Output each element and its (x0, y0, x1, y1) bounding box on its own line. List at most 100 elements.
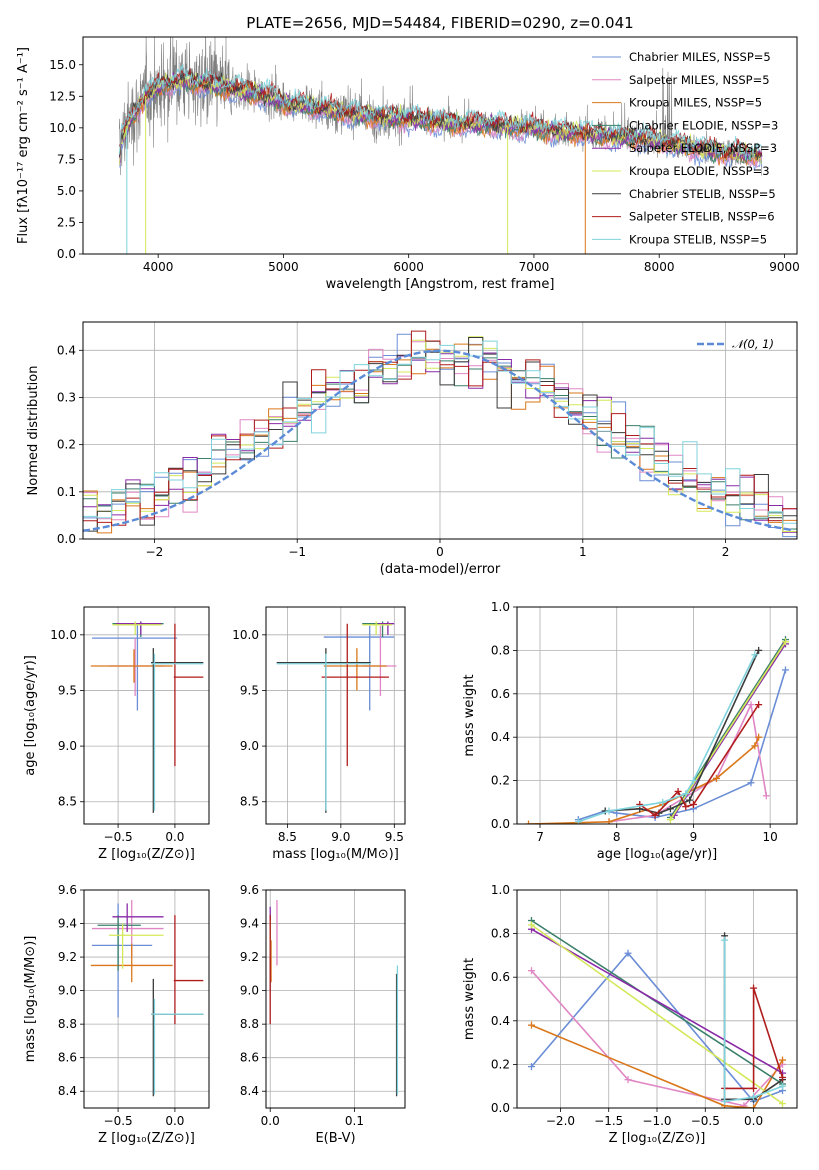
spectrum-plot-area (118, 37, 763, 254)
y-tick-label: 5.0 (57, 184, 76, 198)
series-line (639, 704, 760, 817)
x-axis-label: E(B-V) (315, 1131, 355, 1146)
y-axis-label: mass weight (462, 674, 477, 756)
x-tick-label: 0 (436, 545, 444, 559)
mass-EBV-frame (265, 889, 406, 1109)
y-tick-label: 9.4 (240, 917, 259, 931)
y-tick-label: 10.0 (49, 121, 76, 135)
age-mass-frame (265, 606, 406, 825)
age-Z-frame (83, 606, 210, 825)
x-tick-label: 0.0 (261, 1114, 280, 1128)
y-tick-label: 0.2 (491, 1057, 510, 1071)
series-line (605, 650, 760, 814)
y-tick-label: 2.5 (57, 215, 76, 229)
figure-title: PLATE=2656, MJD=54484, FIBERID=0290, z=0… (246, 14, 633, 32)
x-tick-label: 7 (536, 830, 544, 844)
x-tick-label: −0.5 (691, 1114, 720, 1128)
y-tick-label: 8.4 (58, 1084, 77, 1098)
y-tick-label: 0.8 (491, 643, 510, 657)
x-axis-label: Z [log₁₀(Z/Z⊙)] (98, 847, 195, 862)
y-tick-label: 9.0 (240, 984, 259, 998)
model-spectrum (118, 63, 763, 161)
series-line (531, 919, 783, 1085)
y-tick-label: 8.8 (58, 1017, 77, 1031)
y-axis-label: age [log₁₀(age/yr)] (23, 655, 38, 776)
y-tick-label: 7.5 (57, 152, 76, 166)
age-mass-plot-area (276, 621, 397, 813)
y-axis-label: mass weight (462, 958, 477, 1040)
y-axis-label: Flux [fλ10⁻¹⁷ erg cm⁻² s⁻¹ A⁻¹] (16, 47, 31, 244)
mass-EBV-plot-area (269, 900, 399, 1097)
x-tick-label: 10 (763, 830, 778, 844)
y-tick-label: 10.0 (50, 628, 77, 642)
y-tick-label: 0.6 (491, 970, 510, 984)
y-tick-label: 9.6 (58, 883, 77, 897)
y-tick-label: 0.4 (57, 343, 76, 357)
x-tick-label: 5000 (268, 260, 299, 274)
legend-entry: Kroupa STELIB, NSSP=5 (629, 232, 767, 246)
residuals-plot-area (83, 330, 797, 538)
x-axis-label: (data-model)/error (380, 562, 501, 577)
x-tick-label: 8.5 (278, 830, 297, 844)
x-tick-label: −2 (146, 545, 164, 559)
y-tick-label: 0.4 (491, 1014, 510, 1028)
y-tick-label: 9.5 (58, 683, 77, 697)
y-tick-label: 0.0 (57, 532, 76, 546)
y-tick-label: 0.0 (491, 1101, 510, 1115)
y-tick-label: 9.0 (240, 739, 259, 753)
spectrum-panel: 4000 5000 6000 7000 8000 9000 0.0 2.5 5.0 7.5 10.0… (16, 36, 800, 292)
weight-age-plot-area (525, 636, 789, 824)
y-axis-label: mass [log₁₀(M/M⊙)] (23, 936, 38, 1063)
x-tick-label: 0.0 (165, 1114, 184, 1128)
x-axis-label: Z [log₁₀(Z/Z⊙)] (98, 1131, 195, 1146)
legend-entry: Chabrier MILES, NSSP=5 (629, 50, 771, 64)
x-axis-label: wavelength [Angstrom, rest frame] (326, 277, 555, 292)
x-tick-label: 1 (579, 545, 587, 559)
series-line (531, 924, 783, 1105)
y-tick-label: 9.6 (240, 883, 259, 897)
y-tick-label: 8.6 (240, 1051, 259, 1065)
legend-entry: Salpeter MILES, NSSP=5 (629, 73, 770, 87)
y-axis-label: Normed distribution (26, 366, 41, 496)
legend-entry: Kroupa MILES, NSSP=5 (629, 96, 762, 110)
age-Z-plot-area (90, 621, 204, 813)
y-tick-label: 15.0 (49, 58, 76, 72)
y-tick-label: 0.1 (57, 485, 76, 499)
y-tick-label: 9.0 (58, 739, 77, 753)
y-tick-label: 0.8 (491, 927, 510, 941)
mass-EBV-panel: 0.0 0.1 8.4 8.6 8.8 9.0 9.2 9.4 9.6 E(B-V) (240, 883, 406, 1146)
y-tick-label: 8.4 (240, 1084, 259, 1098)
y-tick-label: 8.5 (58, 795, 77, 809)
legend-entry: Salpeter ELODIE, NSSP=3 (629, 141, 777, 155)
weight-Z-plot-area (527, 917, 787, 1108)
legend-entry: Kroupa ELODIE, NSSP=3 (629, 164, 770, 178)
age-Z-panel: −0.5 0.0 8.5 9.0 9.5 10.0 Z [log₁₀(Z/Z⊙)] age [… (23, 606, 210, 862)
x-tick-label: 6000 (393, 260, 424, 274)
x-axis-label: Z [log₁₀(Z/Z⊙)] (609, 1131, 706, 1146)
y-tick-label: 0.2 (57, 438, 76, 452)
series-line (608, 701, 768, 823)
x-tick-label: 9 (690, 830, 698, 844)
x-tick-label: 9.5 (385, 830, 404, 844)
series-line (530, 970, 784, 1107)
x-tick-label: 9.0 (331, 830, 350, 844)
x-tick-label: −1 (288, 545, 306, 559)
panels: 4000 5000 6000 7000 8000 90000.02.55.07.510.0… (16, 36, 800, 1146)
x-tick-label: 8000 (644, 260, 675, 274)
y-tick-label: 0.2 (491, 774, 510, 788)
gaussian-curve (83, 349, 795, 532)
weight-Z-panel: −2.0 −1.5 −1.0 −0.5 0.0 0.0 0.2 0.4 0.6 0.8 1.0 Z [… (462, 883, 798, 1146)
weight-age-frame (516, 606, 798, 825)
x-tick-label: −1.0 (642, 1114, 671, 1128)
residual-histogram (83, 340, 797, 524)
x-tick-label: −2.0 (546, 1114, 575, 1128)
series-line (723, 940, 783, 1103)
series-line (673, 643, 787, 816)
x-axis-label: mass [log₁₀(M/M⊙)] (272, 847, 399, 862)
series-line (531, 928, 783, 1074)
legend-entry: Chabrier STELIB, NSSP=5 (629, 187, 776, 201)
legend-entry: Salpeter STELIB, NSSP=6 (629, 210, 775, 224)
y-tick-label: 0.4 (491, 730, 510, 744)
x-tick-label: 7000 (519, 260, 550, 274)
